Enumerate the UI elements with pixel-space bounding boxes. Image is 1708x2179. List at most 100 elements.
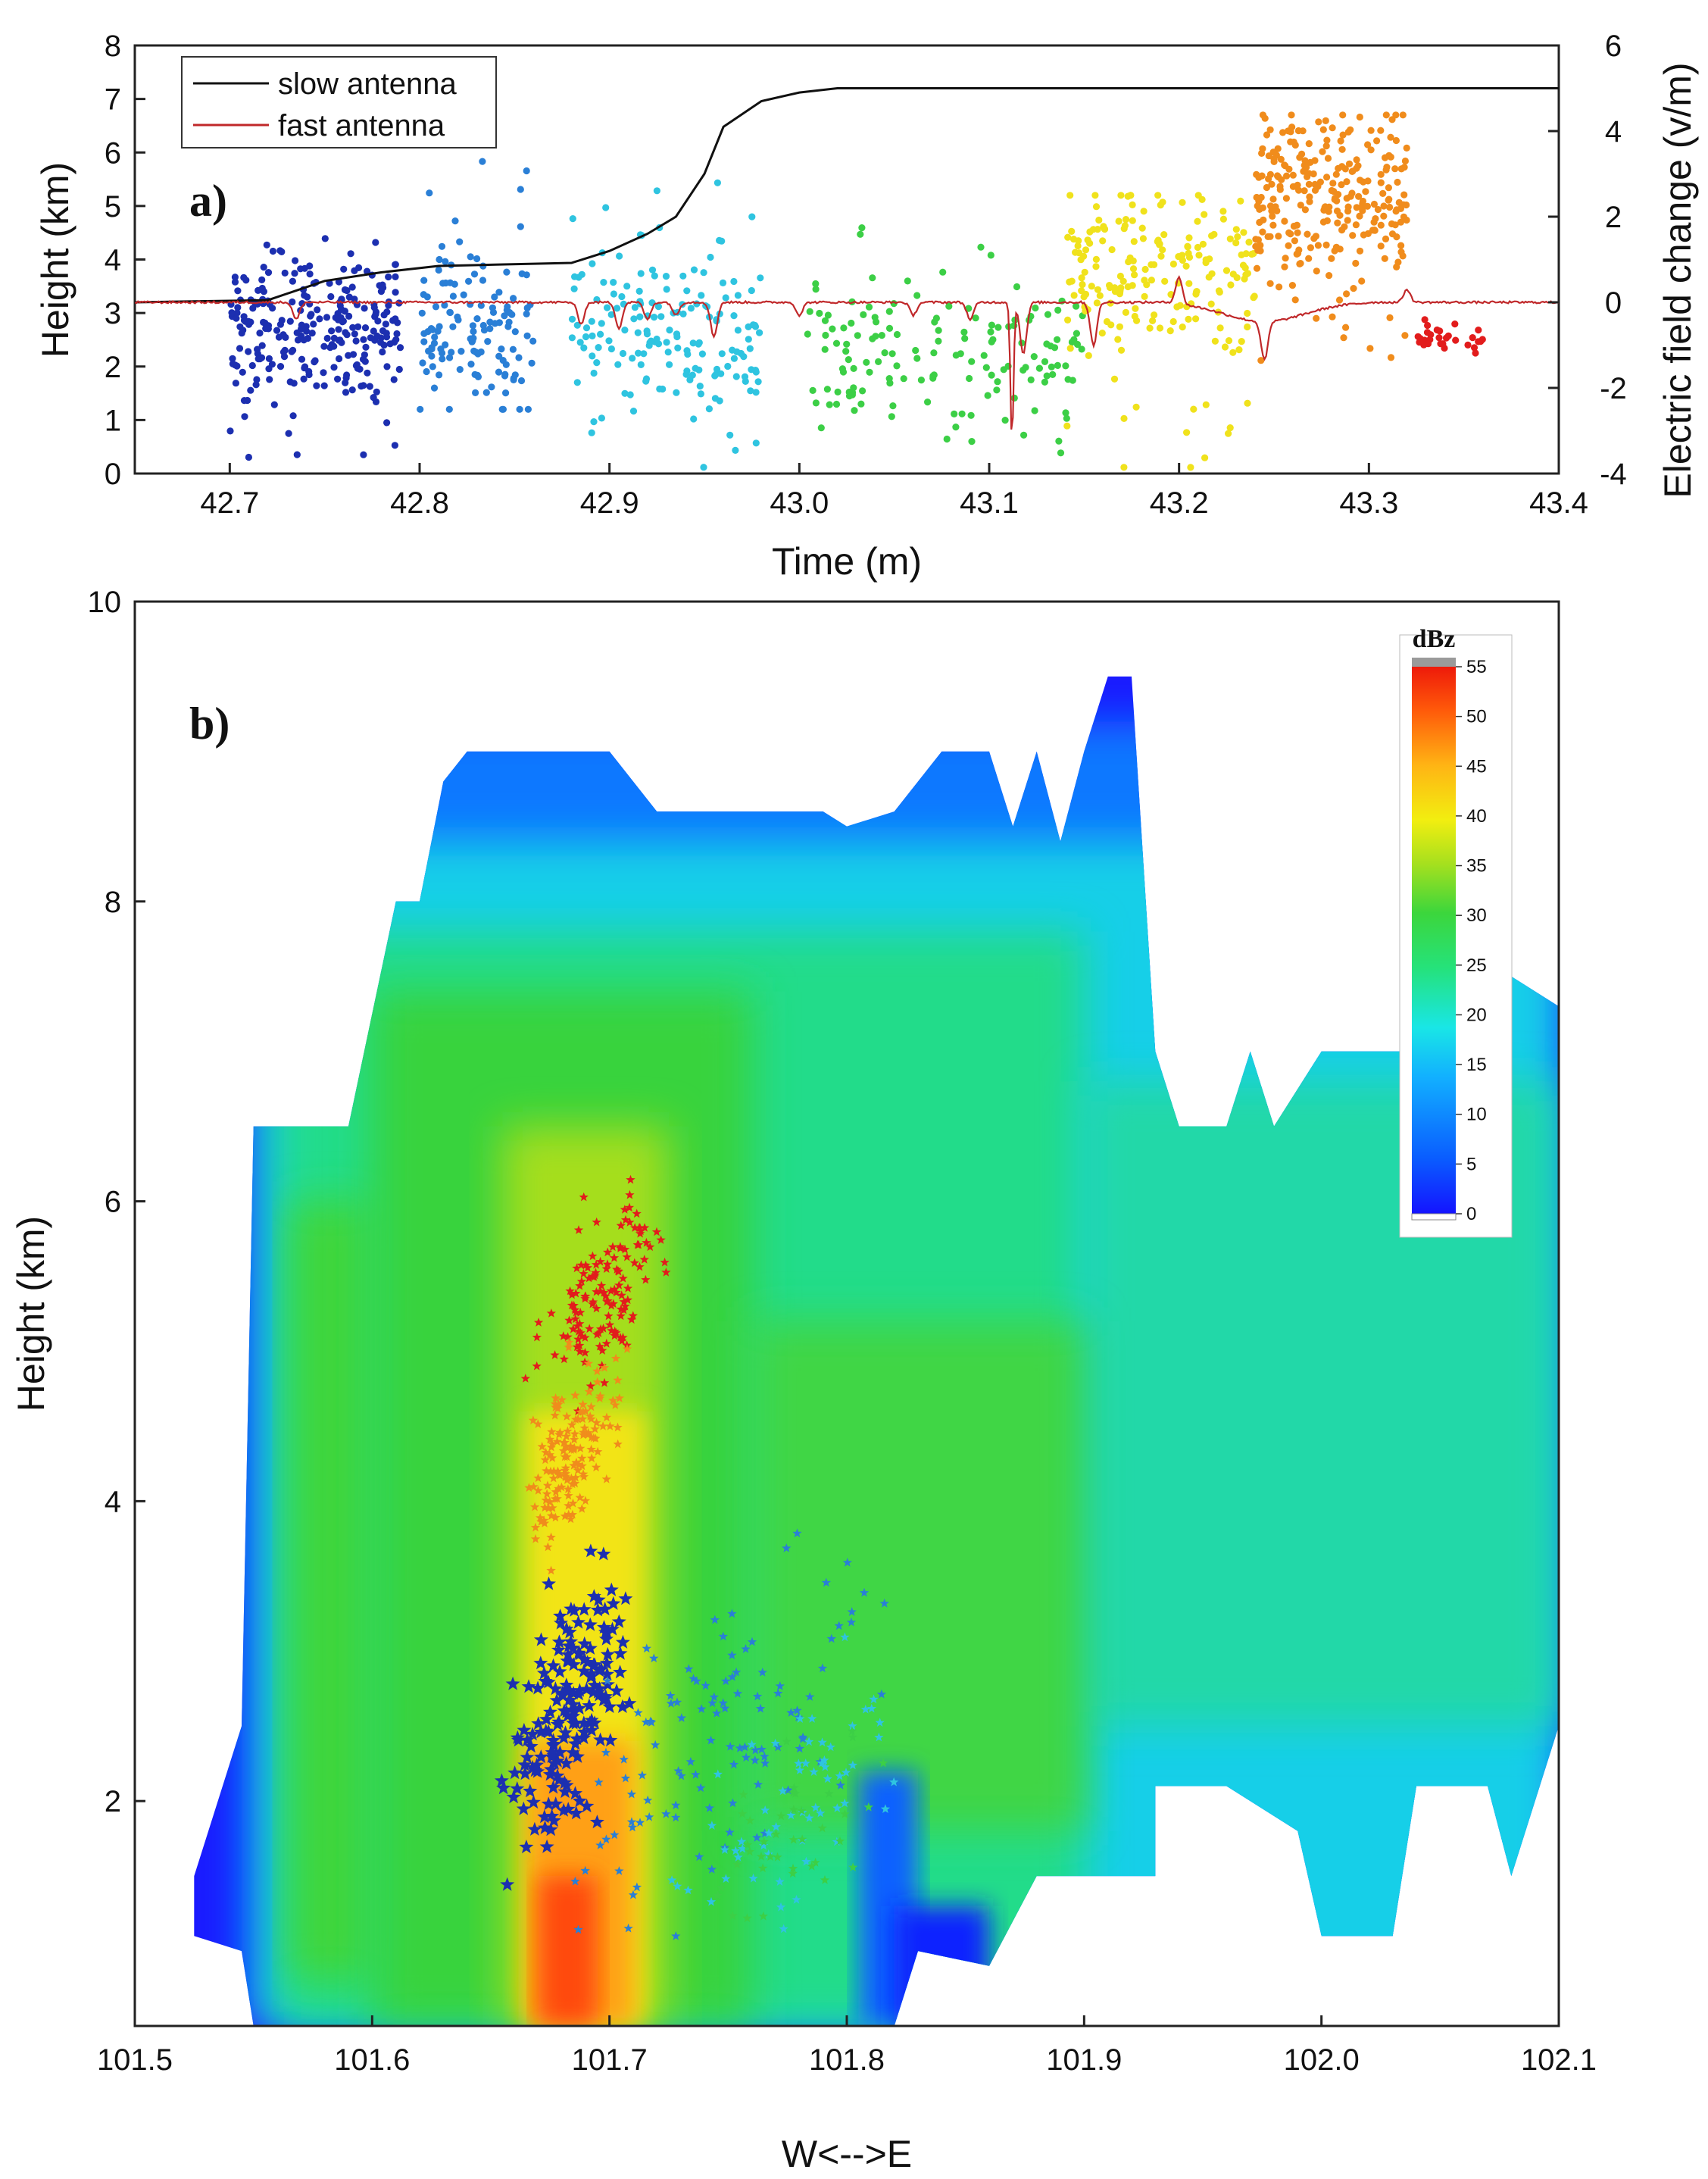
lightning-source-point xyxy=(846,1617,857,1627)
panel-a-point xyxy=(441,302,448,309)
panel-a-point xyxy=(582,324,591,332)
panel-a-point xyxy=(869,274,876,282)
panel-a-point xyxy=(445,405,453,413)
panel-a-point xyxy=(1082,246,1090,254)
panel-a-point xyxy=(1353,204,1360,211)
lightning-source-point xyxy=(529,1757,545,1771)
panel-a-point xyxy=(1379,189,1387,197)
panel-b-y-tick-label: 8 xyxy=(105,886,121,919)
lightning-source-point xyxy=(589,1272,599,1281)
lightning-source-point xyxy=(580,1496,591,1505)
lightning-source-point xyxy=(816,1808,826,1818)
lightning-source-point xyxy=(579,1268,589,1278)
lightning-source-point xyxy=(580,1347,590,1357)
lightning-source-point xyxy=(632,1208,642,1218)
panel-a-point xyxy=(966,374,973,383)
lightning-source-point xyxy=(673,1881,682,1890)
lightning-source-point xyxy=(763,1849,773,1859)
panel-a-point xyxy=(434,327,442,335)
panel-a-point xyxy=(812,280,820,288)
lightning-source-point xyxy=(591,1259,601,1269)
panel-a-point xyxy=(1323,174,1331,181)
panel-a-point xyxy=(812,399,820,407)
panel-a-point xyxy=(1245,239,1253,246)
panel-a-point xyxy=(663,339,670,346)
lightning-source-point xyxy=(773,1852,782,1862)
panel-a-point xyxy=(679,272,687,280)
lightning-source-point xyxy=(611,1327,621,1337)
panel-a-point xyxy=(1391,165,1399,173)
lightning-source-point xyxy=(591,1592,606,1606)
lightning-source-point xyxy=(559,1437,569,1447)
panel-a-point xyxy=(683,287,691,295)
panel-a-point xyxy=(1141,265,1149,274)
colorbar-tick-label: 35 xyxy=(1466,856,1487,877)
panel-a-point xyxy=(878,332,885,339)
lightning-source-point xyxy=(633,1708,643,1717)
lightning-source-point xyxy=(728,1911,738,1920)
panel-a-point xyxy=(448,349,455,356)
panel-a-point xyxy=(1263,183,1270,192)
lightning-source-point xyxy=(566,1708,580,1723)
lightning-source-point xyxy=(546,1532,556,1542)
panel-a-point xyxy=(523,271,530,279)
panel-a-point xyxy=(423,293,431,301)
lightning-source-point xyxy=(582,1640,598,1655)
panel-a-point xyxy=(314,306,321,314)
lightning-source-point xyxy=(572,1342,582,1352)
lightning-source-point xyxy=(551,1393,560,1402)
lightning-source-point xyxy=(804,1737,814,1746)
lightning-source-point xyxy=(782,1543,792,1552)
lightning-source-point xyxy=(582,1698,597,1712)
lightning-source-point xyxy=(597,1620,611,1634)
panel-a-point xyxy=(1120,414,1128,423)
panel-a-point xyxy=(737,349,745,358)
lightning-source-point xyxy=(728,1798,738,1808)
lightning-source-point xyxy=(589,1815,604,1829)
panel-a-point xyxy=(1307,244,1314,252)
panel-a-point xyxy=(931,318,938,326)
panel-a-point xyxy=(1208,232,1216,239)
panel-a-y2-tick-label: 0 xyxy=(1605,286,1622,320)
panel-a-point xyxy=(1260,216,1267,224)
panel-a-point xyxy=(682,370,690,378)
panel-a-point xyxy=(663,286,670,293)
lightning-source-point xyxy=(603,1247,613,1257)
panel-a-point xyxy=(1121,222,1129,230)
lightning-source-point xyxy=(704,1803,714,1812)
lightning-source-point xyxy=(637,1770,648,1780)
panel-a-point xyxy=(598,320,605,327)
lightning-source-point xyxy=(615,1699,630,1713)
panel-a-y-tick-label: 5 xyxy=(105,190,121,224)
lightning-source-point xyxy=(765,1852,776,1861)
lightning-source-point xyxy=(608,1396,618,1405)
panel-a-point xyxy=(1232,226,1240,233)
panel-a-point xyxy=(629,408,638,415)
panel-a-point xyxy=(501,370,509,378)
panel-a-point xyxy=(474,350,482,358)
panel-a-point xyxy=(1095,216,1103,224)
legend-label-fast: fast antenna xyxy=(278,109,445,142)
panel-a-point xyxy=(517,186,524,193)
lightning-source-point xyxy=(805,1692,815,1701)
lightning-source-point xyxy=(676,1771,686,1780)
panel-a-point xyxy=(491,320,499,327)
panel-a-point xyxy=(241,413,248,420)
panel-a-point xyxy=(1198,195,1206,203)
panel-a-point xyxy=(1092,203,1101,211)
lightning-source-point xyxy=(576,1602,592,1616)
panel-a-point xyxy=(360,451,367,458)
panel-a-point xyxy=(635,287,643,295)
panel-a-point xyxy=(972,314,979,322)
panel-a-point xyxy=(1382,154,1389,161)
lightning-source-point xyxy=(533,1318,544,1327)
lightning-source-point xyxy=(804,1813,814,1822)
panel-a-point xyxy=(957,350,964,358)
lightning-source-point xyxy=(520,1749,535,1764)
lightning-source-point xyxy=(807,1714,817,1723)
panel-a-point xyxy=(1141,277,1148,284)
lightning-source-point xyxy=(840,1809,850,1818)
panel-a-point xyxy=(1285,229,1293,236)
panel-a-point xyxy=(893,330,901,339)
panel-a-point xyxy=(590,369,598,377)
